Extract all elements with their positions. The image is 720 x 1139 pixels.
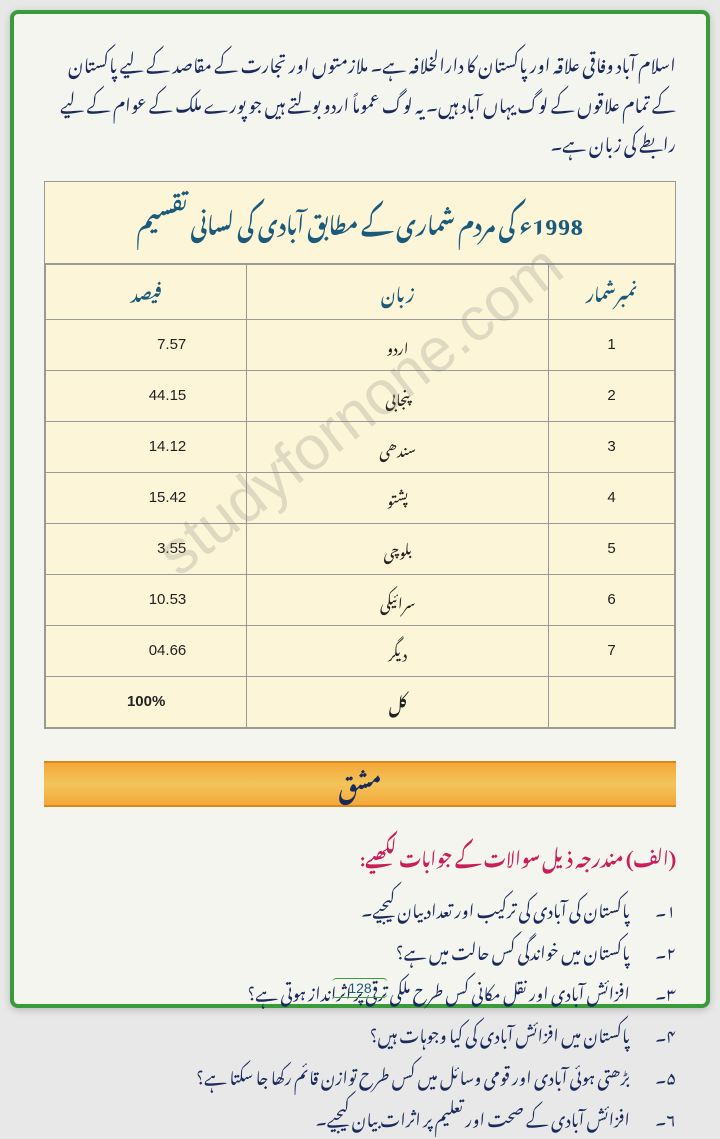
exercise-band: مشق	[44, 761, 676, 807]
table-row: 3.55بلوچی5	[46, 523, 675, 574]
cell-percent: 7.57	[46, 319, 247, 370]
cell-percent: 44.15	[46, 370, 247, 421]
cell-number: 7	[549, 625, 675, 676]
page-number-value: 128	[332, 978, 387, 998]
question-number: ۴۔	[648, 1013, 676, 1055]
table-row: 10.53سرائیکی6	[46, 574, 675, 625]
question-row: ۶۔ افزائش آبادی کے صحت اور تعلیم پر اثرات…	[44, 1097, 676, 1139]
question-row: ۴۔ پاکستان میں افزائش آبادی کی کیا وجوہات…	[44, 1013, 676, 1055]
table-row: 15.42پشتو4	[46, 472, 675, 523]
textbook-page: studyfornone.com اسلام آباد وفاقی علاقہ …	[10, 10, 710, 1008]
cell-number: 1	[549, 319, 675, 370]
cell-number: 4	[549, 472, 675, 523]
cell-number: 3	[549, 421, 675, 472]
exercise-label: مشق	[339, 756, 382, 811]
cell-language: اردو	[247, 319, 549, 370]
cell-percent: 15.42	[46, 472, 247, 523]
table-row: 7.57اردو1	[46, 319, 675, 370]
data-table: فیصد زبان نمبرشمار 7.57اردو1 44.15پنجابی…	[45, 264, 675, 728]
question-text: پاکستان کی آبادی کی ترکیب اور تعداد بیان…	[44, 888, 630, 930]
cell-total-number	[549, 676, 675, 727]
header-language: زبان	[247, 264, 549, 319]
question-number: ۶۔	[648, 1097, 676, 1139]
language-table: 1998ء کی مردم شماری کے مطابق آبادی کی لس…	[44, 181, 676, 729]
question-row: ۱۔ پاکستان کی آبادی کی ترکیب اور تعداد بی…	[44, 888, 676, 930]
cell-language: سندھی	[247, 421, 549, 472]
questions-list: ۱۔ پاکستان کی آبادی کی ترکیب اور تعداد بی…	[44, 888, 676, 1139]
cell-total-percent: 100%	[46, 676, 247, 727]
table-row: 44.15پنجابی2	[46, 370, 675, 421]
cell-language: دیگر	[247, 625, 549, 676]
cell-percent: 10.53	[46, 574, 247, 625]
table-header-row: فیصد زبان نمبرشمار	[46, 264, 675, 319]
table-total-row: 100%کل	[46, 676, 675, 727]
header-number: نمبرشمار	[549, 264, 675, 319]
cell-number: 6	[549, 574, 675, 625]
question-row: ۲۔ پاکستان میں خواندگی کس حالت میں ہے؟	[44, 930, 676, 972]
cell-percent: 04.66	[46, 625, 247, 676]
page-number: 128	[332, 978, 387, 998]
table-title: 1998ء کی مردم شماری کے مطابق آبادی کی لس…	[45, 182, 675, 264]
question-number: ۵۔	[648, 1055, 676, 1097]
cell-percent: 14.12	[46, 421, 247, 472]
cell-number: 5	[549, 523, 675, 574]
question-row: ۵۔ بڑھتی ہوئی آبادی اور قومی وسائل میں کس…	[44, 1055, 676, 1097]
table-row: 04.66دیگر7	[46, 625, 675, 676]
table-row: 14.12سندھی3	[46, 421, 675, 472]
cell-percent: 3.55	[46, 523, 247, 574]
question-number: ۱۔	[648, 888, 676, 930]
cell-language: سرائیکی	[247, 574, 549, 625]
cell-language: بلوچی	[247, 523, 549, 574]
cell-language: پشتو	[247, 472, 549, 523]
cell-number: 2	[549, 370, 675, 421]
cell-language: پنجابی	[247, 370, 549, 421]
cell-total-language: کل	[247, 676, 549, 727]
intro-paragraph: اسلام آباد وفاقی علاقہ اور پاکستان کا دا…	[44, 42, 676, 161]
header-percent: فیصد	[46, 264, 247, 319]
section-heading-alif: (الف) مندرجہ ذیل سوالات کے جوابات لکھیے:	[44, 833, 676, 878]
question-text: پاکستان میں افزائش آبادی کی کیا وجوہات ہ…	[44, 1013, 630, 1055]
question-number: ۲۔	[648, 930, 676, 972]
question-text: بڑھتی ہوئی آبادی اور قومی وسائل میں کس ط…	[44, 1055, 630, 1097]
question-text: افزائش آبادی کے صحت اور تعلیم پر اثرات ب…	[44, 1097, 630, 1139]
question-text: پاکستان میں خواندگی کس حالت میں ہے؟	[44, 930, 630, 972]
question-number: ۳۔	[648, 971, 676, 1013]
